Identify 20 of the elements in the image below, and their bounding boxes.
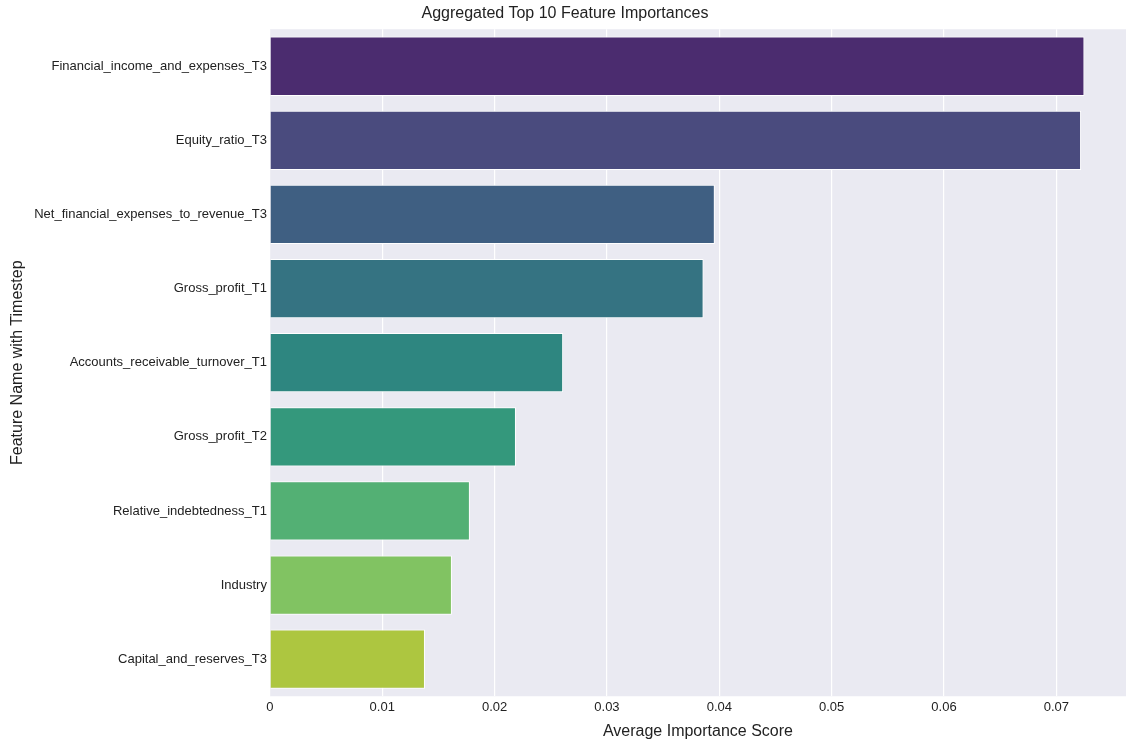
y-tick-label: Financial_income_and_expenses_T3: [51, 57, 267, 73]
y-tick-label: Industry: [220, 576, 268, 592]
x-tick-label: 0.05: [819, 698, 845, 714]
y-tick-label: Gross_profit_T1: [173, 280, 267, 296]
y-axis-title: Feature Name with Timestep: [8, 260, 26, 465]
y-tick-label: Gross_profit_T2: [173, 428, 267, 444]
x-tick-label: 0.07: [1043, 698, 1069, 714]
x-tick-label: 0.03: [594, 698, 620, 714]
x-tick-label: 0.06: [931, 698, 957, 714]
x-tick-label: 0.04: [706, 698, 732, 714]
y-tick-label: Net_financial_expenses_to_revenue_T3: [34, 206, 267, 222]
y-tick-label: Relative_indebtedness_T1: [112, 502, 267, 518]
y-tick-label: Equity_ratio_T3: [175, 131, 267, 147]
y-tick-label: Capital_and_reserves_T3: [118, 650, 267, 666]
chart-title: Aggregated Top 10 Feature Importances: [421, 4, 709, 22]
x-tick-label: 0: [266, 698, 274, 714]
y-tick-label: Accounts_receivable_turnover_T1: [69, 354, 267, 370]
x-axis-title: Average Importance Score: [602, 721, 794, 739]
x-tick-label: 0.02: [481, 698, 508, 714]
x-tick-label: 0.01: [369, 698, 395, 714]
